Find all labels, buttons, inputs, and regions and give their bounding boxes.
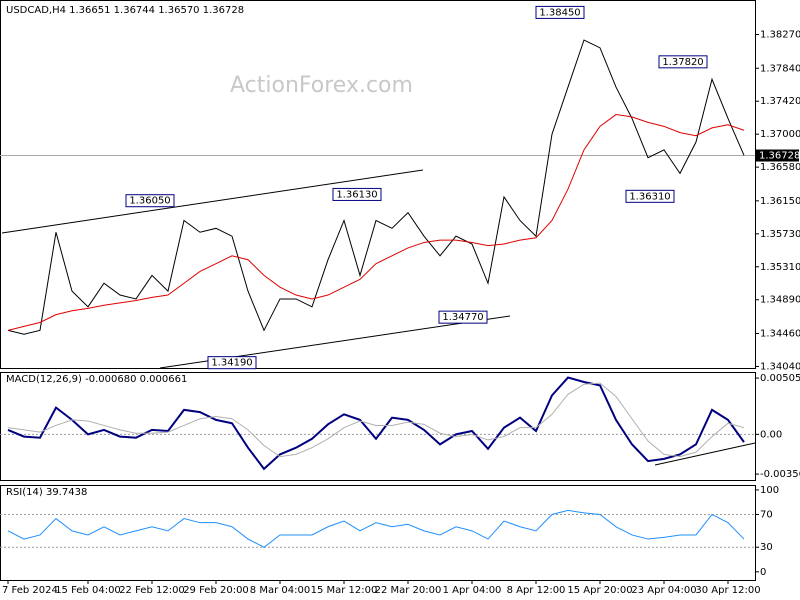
y-tick-label: 0.00 xyxy=(760,429,782,440)
annotation-box xyxy=(125,194,175,208)
y-tick-label: 100 xyxy=(760,485,779,496)
annotation-box xyxy=(658,55,708,69)
series-line xyxy=(7,114,745,331)
y-tick-label: 1.37000 xyxy=(760,129,800,140)
series-line xyxy=(7,376,745,471)
macd-title: MACD(12,26,9) -0.000680 0.000661 xyxy=(6,374,187,385)
x-tick-label: 29 Feb 20:00 xyxy=(183,585,249,596)
y-tick-label: 1.38270 xyxy=(760,30,800,41)
annotation-label: 1.34770 xyxy=(442,312,483,323)
x-tick-label: 1 Apr 04:00 xyxy=(443,585,502,596)
x-tick-label: 8 Apr 12:00 xyxy=(507,585,566,596)
y-tick-label: 30 xyxy=(760,542,773,553)
annotation-box xyxy=(207,356,257,370)
x-tick-label: 15 Apr 20:00 xyxy=(567,585,632,596)
annotation-label: 1.38450 xyxy=(539,7,580,18)
x-tick-label: 8 Mar 04:00 xyxy=(250,585,310,596)
macd-trendline xyxy=(654,442,756,466)
series-line xyxy=(7,509,745,548)
rsi-title: RSI(14) 39.7438 xyxy=(6,487,87,498)
y-tick-label: -0.003569 xyxy=(760,469,800,480)
x-tick-label: 22 Mar 20:00 xyxy=(375,585,442,596)
y-tick-label: 1.37420 xyxy=(760,96,800,107)
y-tick-label: 1.35730 xyxy=(760,229,800,240)
chart-title: USDCAD,H4 1.36651 1.36744 1.36570 1.3672… xyxy=(6,5,244,16)
annotation-label: 1.36310 xyxy=(629,191,670,202)
annotation-label: 1.36050 xyxy=(129,196,170,207)
y-tick-label: 1.37840 xyxy=(760,63,800,74)
x-tick-label: 30 Apr 12:00 xyxy=(695,585,760,596)
last-price-label: 1.36728 xyxy=(759,151,800,162)
x-tick-label: 22 Feb 12:00 xyxy=(119,585,185,596)
x-tick-label: 15 Feb 04:00 xyxy=(55,585,121,596)
y-tick-label: 1.36580 xyxy=(760,162,800,173)
annotation-label: 1.37820 xyxy=(662,57,703,68)
panel-frame xyxy=(0,372,756,481)
y-tick-label: 0.005054 xyxy=(760,373,800,384)
annotation-label: 1.34190 xyxy=(211,358,252,369)
channel-upper xyxy=(1,169,424,234)
annotation-box xyxy=(438,310,488,324)
x-tick-label: 7 Feb 2024 xyxy=(2,585,58,596)
annotation-box xyxy=(625,189,675,203)
y-tick-label: 1.35310 xyxy=(760,262,800,273)
y-tick-label: 1.34890 xyxy=(760,295,800,306)
y-tick-label: 1.34040 xyxy=(760,361,800,372)
last-price-box xyxy=(756,149,799,162)
x-tick-label: 15 Mar 12:00 xyxy=(311,585,378,596)
annotation-box xyxy=(332,187,382,201)
watermark: ActionForex.com xyxy=(230,73,413,98)
x-tick-label: 23 Apr 04:00 xyxy=(631,585,696,596)
y-tick-label: 1.34460 xyxy=(760,328,800,339)
panel-frame xyxy=(0,0,756,369)
series-line xyxy=(7,39,745,335)
series-line xyxy=(7,382,745,458)
annotation-box xyxy=(535,5,585,19)
y-tick-label: 70 xyxy=(760,509,773,520)
annotation-label: 1.36130 xyxy=(336,189,377,200)
y-tick-label: 0 xyxy=(760,567,766,578)
panel-frame xyxy=(0,485,756,581)
y-tick-label: 1.36150 xyxy=(760,196,800,207)
